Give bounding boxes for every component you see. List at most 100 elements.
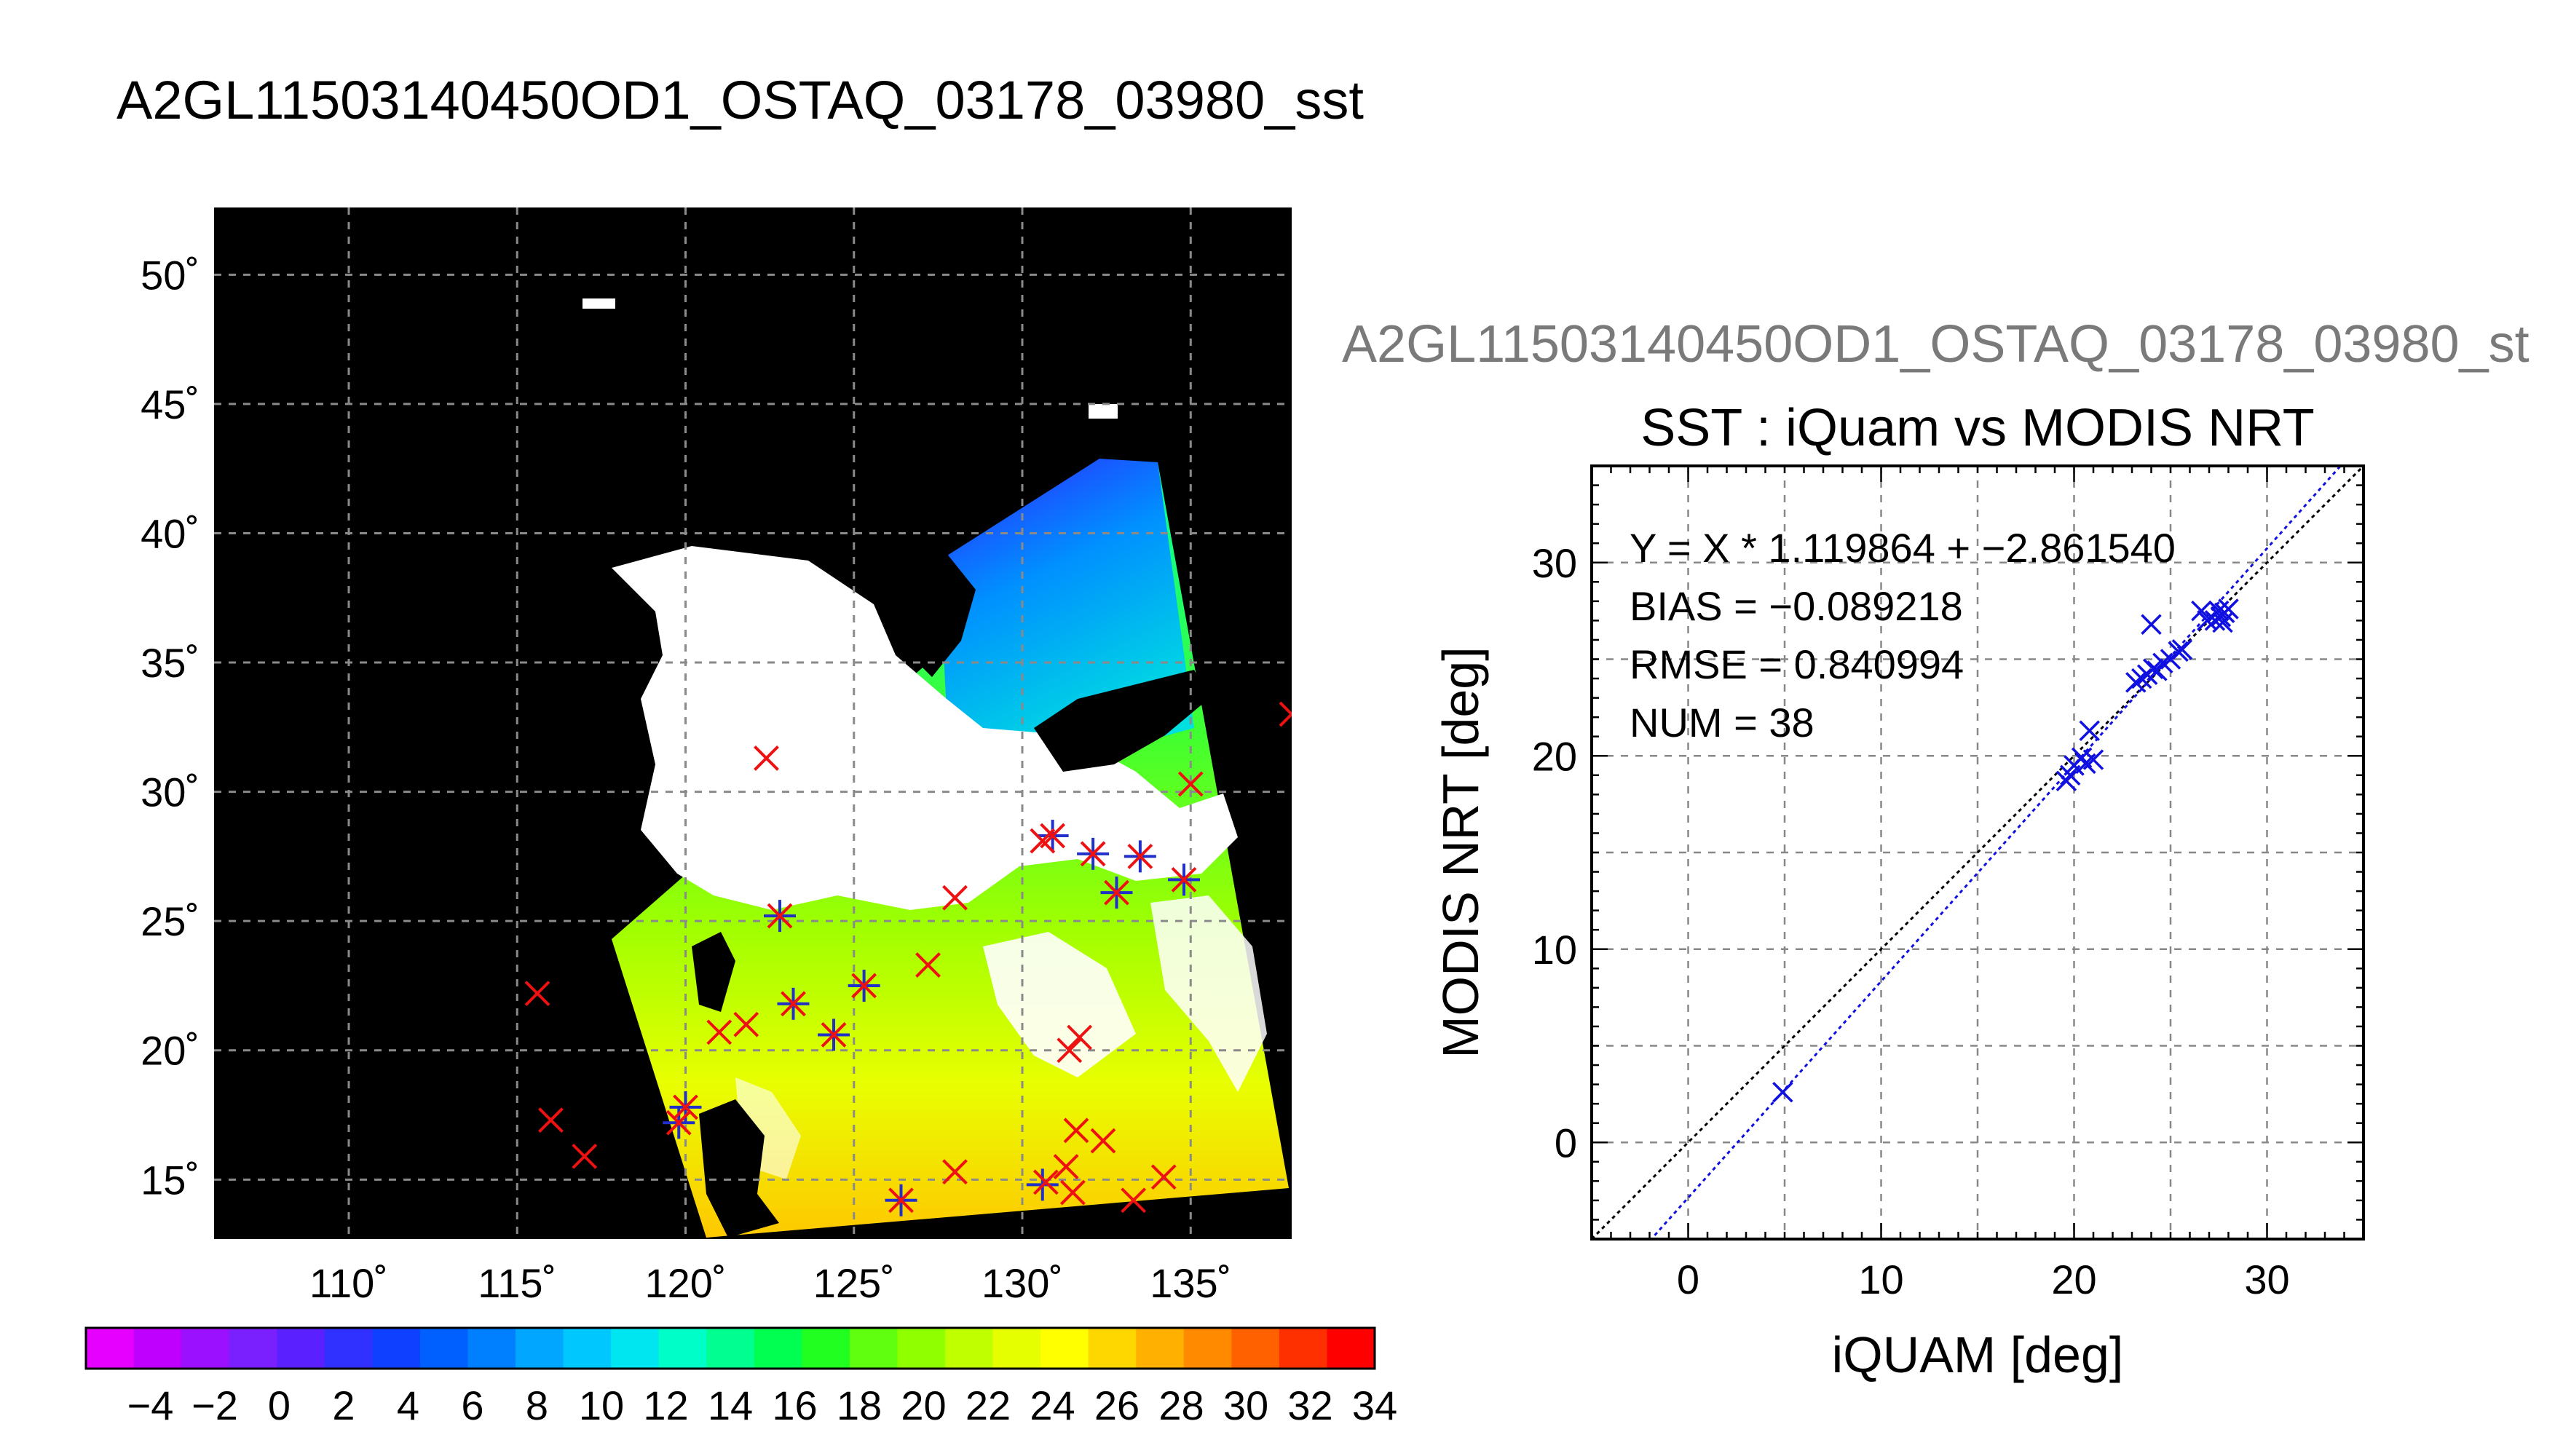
scatter-x-ticks: 0 10 20 30 [1677, 1257, 2290, 1302]
map-marker-red-stroke [767, 903, 793, 929]
map-marker-red [767, 903, 793, 929]
map-marker-red-stroke [666, 1109, 692, 1136]
scatter-stat-line: NUM = 38 [1630, 700, 1814, 745]
scatter-point [2168, 641, 2189, 662]
map-marker-red-stroke [1059, 1179, 1086, 1206]
scatter-point-stroke [2079, 720, 2100, 741]
scatter-points [1772, 598, 2239, 1103]
map-y-tick-label: 45˚ [141, 381, 200, 427]
taiwan-land [692, 932, 735, 1012]
scatter-point-stroke [2142, 658, 2164, 680]
map-marker-red-stroke [1032, 1169, 1059, 1195]
scatter-plot: SST : iQuam vs MODIS NRT 0 10 20 30 0 10 20 30… [1432, 399, 2365, 1383]
map-marker-red-stroke [915, 952, 941, 978]
map-grid [214, 207, 1292, 1239]
colorbar-cell [802, 1328, 850, 1369]
map-x-tick-label: 120˚ [644, 1260, 726, 1306]
colorbar-cell [86, 1328, 135, 1369]
map-y-tick-label: 40˚ [141, 510, 200, 556]
scatter-y-ticks: 0 10 20 30 [1532, 540, 1577, 1166]
map-marker-red-stroke [1057, 1037, 1083, 1064]
scatter-stat-line: RMSE = 0.840994 [1630, 641, 1964, 687]
map-marker-red [915, 952, 941, 978]
scatter-point-stroke [2131, 668, 2152, 689]
colorbar-cell [897, 1328, 946, 1369]
scatter-point [2131, 668, 2152, 689]
cloud-mask-north [612, 546, 1238, 910]
colorbar-cell [133, 1328, 182, 1369]
map-marker-red [942, 1159, 968, 1185]
colorbar-cell [324, 1328, 373, 1369]
map-y-tick-label: 25˚ [141, 898, 200, 944]
map-y-tick-label: 20˚ [141, 1028, 200, 1074]
map-marker-red-stroke [1104, 879, 1129, 906]
map-marker-red [538, 1107, 564, 1133]
map-marker-red-stroke [1063, 1117, 1089, 1144]
colorbar-tick-label: 30 [1223, 1382, 1268, 1428]
map-marker-red [942, 885, 968, 911]
identity-line [1592, 466, 2364, 1239]
cloud-speck [1089, 404, 1118, 419]
map-marker-red [1053, 1154, 1079, 1179]
scatter-x-label: iQUAM [deg] [1832, 1326, 2124, 1383]
scatter-x-tick-label: 10 [1858, 1257, 1903, 1302]
map-marker-red-stroke [781, 991, 806, 1017]
map-x-tick-label: 130˚ [982, 1260, 1063, 1306]
map-y-tick-label: 15˚ [141, 1157, 200, 1203]
map-marker-red [1057, 1037, 1083, 1064]
map-marker-red [673, 1094, 698, 1120]
map-marker-red [1177, 771, 1204, 797]
map-marker-red [1067, 1024, 1093, 1051]
scatter-stats: Y = X * 1.119864 + −2.861540 BIAS = −0.08… [1630, 525, 2176, 745]
map-marker-red-stroke [942, 1159, 968, 1185]
colorbar-tick-label: 22 [965, 1382, 1011, 1428]
scatter-point [2191, 600, 2212, 622]
map-y-tick-label: 35˚ [141, 640, 200, 686]
map-marker-red-stroke [888, 1187, 914, 1214]
scatter-point [2082, 749, 2104, 770]
map-marker-red-stroke [1150, 1164, 1177, 1190]
map-y-tick-label: 50˚ [141, 252, 200, 298]
scatter-point [1772, 1081, 1793, 1103]
figure-title: A2GL11503140450OD1_OSTAQ_03178_03980_sst [117, 70, 1364, 130]
colorbar-tick-label: 8 [526, 1382, 548, 1428]
scatter-point [2141, 614, 2162, 635]
colorbar-cell [516, 1328, 564, 1369]
colorbar-tick-label: 26 [1094, 1382, 1140, 1428]
colorbar-tick-label: −2 [191, 1382, 238, 1428]
scatter-point-stroke [2056, 770, 2077, 792]
map-marker-red [572, 1143, 598, 1169]
colorbar-cell [563, 1328, 612, 1369]
map-marker-red [1032, 1169, 1059, 1195]
colorbar-tick-label: 10 [579, 1382, 624, 1428]
scatter-point [2125, 672, 2147, 693]
colorbar-tick-label: 16 [772, 1382, 817, 1428]
colorbar-cell [372, 1328, 421, 1369]
map-x-tick-label: 115˚ [478, 1260, 556, 1306]
map-marker-red-stroke [1279, 701, 1292, 716]
map-marker-red [1171, 866, 1197, 893]
scatter-y-tick-label: 0 [1555, 1120, 1577, 1166]
philippines-land [699, 1099, 779, 1238]
scatter-x-tick-label: 30 [2244, 1257, 2289, 1302]
colorbar-cell [1279, 1328, 1327, 1369]
map-marker-red-stroke [1121, 1187, 1147, 1214]
colorbar-tick-label: 14 [708, 1382, 753, 1428]
map-marker-red-stroke [706, 1019, 732, 1045]
map-marker-red [821, 1022, 847, 1048]
colorbar-cell [1231, 1328, 1280, 1369]
colorbar-cell [754, 1328, 802, 1369]
colorbar-cell [467, 1328, 516, 1369]
colorbar-tick-label: 6 [461, 1382, 483, 1428]
map-marker-red [1150, 1164, 1177, 1190]
colorbar-tick-label: −4 [127, 1382, 174, 1428]
colorbar: −4 −2 0 2 4 6 8 10 12 14 16 18 20 22 24 26 28 30 32 34 [84, 1326, 1397, 1428]
colorbar-cell [229, 1328, 277, 1369]
colorbar-cell [992, 1328, 1041, 1369]
colorbar-cell [945, 1328, 994, 1369]
colorbar-tick-label: 2 [332, 1382, 355, 1428]
map-marker-red [754, 745, 779, 771]
colorbar-cell [658, 1328, 707, 1369]
scatter-point [2214, 602, 2235, 624]
